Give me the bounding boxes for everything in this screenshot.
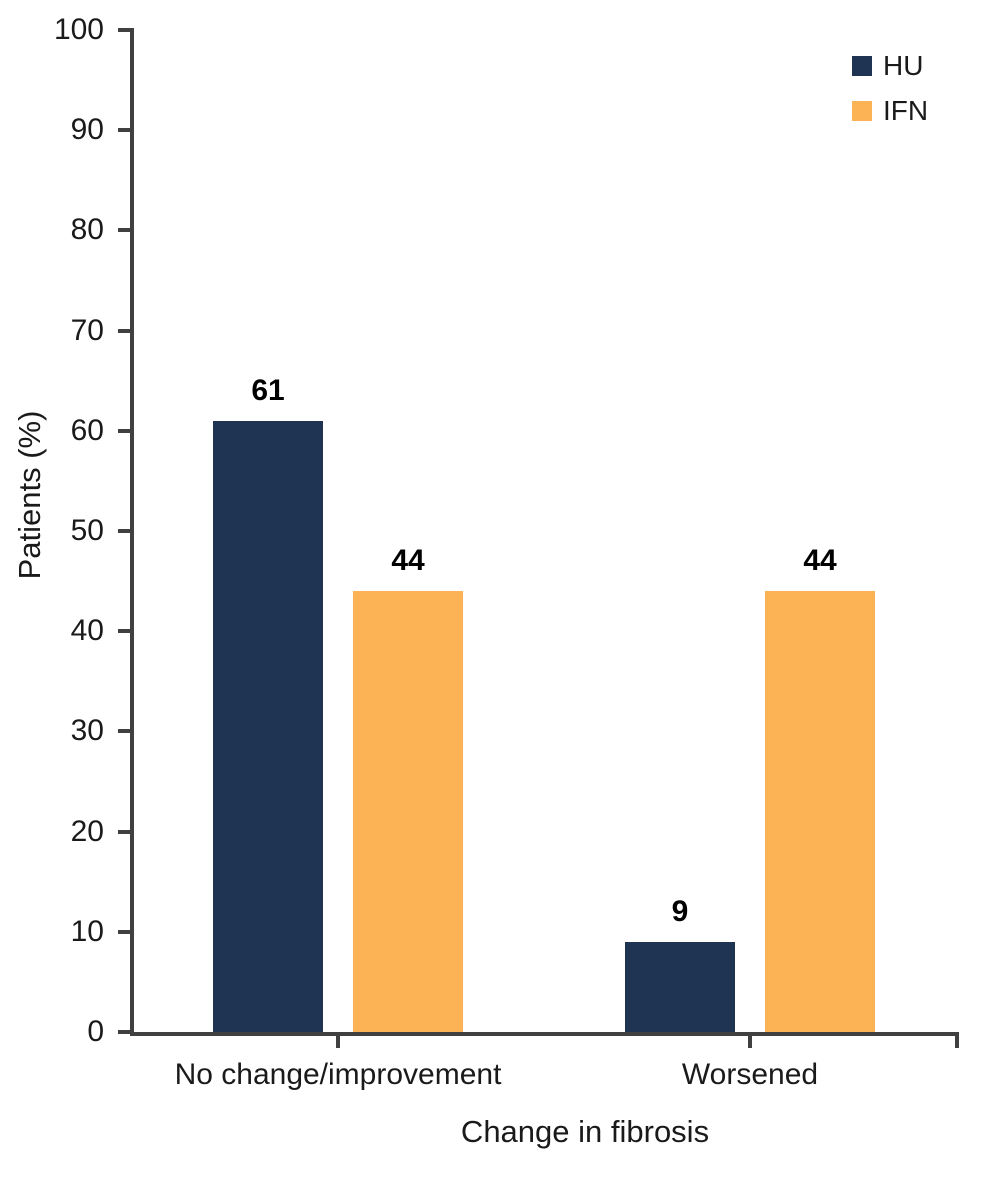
legend-swatch-hu xyxy=(852,56,872,76)
y-tick-label: 60 xyxy=(70,413,104,447)
y-tick-mark xyxy=(118,128,130,133)
bar-hu-no-change[interactable] xyxy=(213,420,323,1032)
bar-ifn-no-change[interactable] xyxy=(353,591,463,1032)
plot-area: 61 44 9 44 xyxy=(130,30,955,1032)
y-tick-label: 50 xyxy=(70,514,104,547)
y-tick-mark xyxy=(118,328,130,333)
bar-value-label: 9 xyxy=(671,894,689,928)
y-tick-mark xyxy=(118,228,130,233)
bar-value-label: 44 xyxy=(391,544,425,578)
legend-item-hu[interactable]: HU xyxy=(852,50,928,82)
y-tick-mark xyxy=(118,829,130,834)
y-tick-mark xyxy=(118,729,130,734)
bar-hu-worsened[interactable] xyxy=(625,941,735,1032)
y-tick-mark xyxy=(118,929,130,934)
y-tick-label: 30 xyxy=(70,714,104,748)
legend-label: HU xyxy=(883,50,924,81)
y-tick-mark xyxy=(118,1030,130,1034)
x-category-label: Worsened xyxy=(681,1058,819,1091)
x-tick-mark xyxy=(955,1036,959,1048)
x-tick-mark xyxy=(336,1036,340,1048)
bar-value-label: 44 xyxy=(803,544,837,578)
bar-ifn-worsened[interactable] xyxy=(765,591,875,1032)
y-tick-label: 20 xyxy=(70,814,104,848)
y-tick-label: 0 xyxy=(87,1015,104,1048)
x-tick-mark xyxy=(748,1036,752,1048)
y-tick-mark xyxy=(118,428,130,433)
y-tick-label: 80 xyxy=(70,213,104,247)
bar-value-label: 61 xyxy=(251,373,285,407)
y-tick-label: 90 xyxy=(70,113,104,147)
y-tick-mark xyxy=(118,629,130,634)
y-axis-line xyxy=(130,28,134,1036)
legend-swatch-ifn xyxy=(852,101,872,121)
y-tick-label: 40 xyxy=(70,614,104,648)
legend: HU IFN xyxy=(852,50,928,127)
y-tick-mark xyxy=(118,28,130,32)
x-category-label: No change/improvement xyxy=(174,1058,502,1091)
legend-item-ifn[interactable]: IFN xyxy=(852,95,928,127)
y-tick-label: 100 xyxy=(53,13,104,46)
x-axis-title: Change in fibrosis xyxy=(460,1114,710,1149)
x-axis-line xyxy=(130,1032,959,1036)
y-tick-label: 10 xyxy=(70,914,104,948)
legend-label: IFN xyxy=(883,95,929,126)
y-tick-label: 70 xyxy=(70,313,104,347)
y-tick-mark xyxy=(118,529,130,533)
